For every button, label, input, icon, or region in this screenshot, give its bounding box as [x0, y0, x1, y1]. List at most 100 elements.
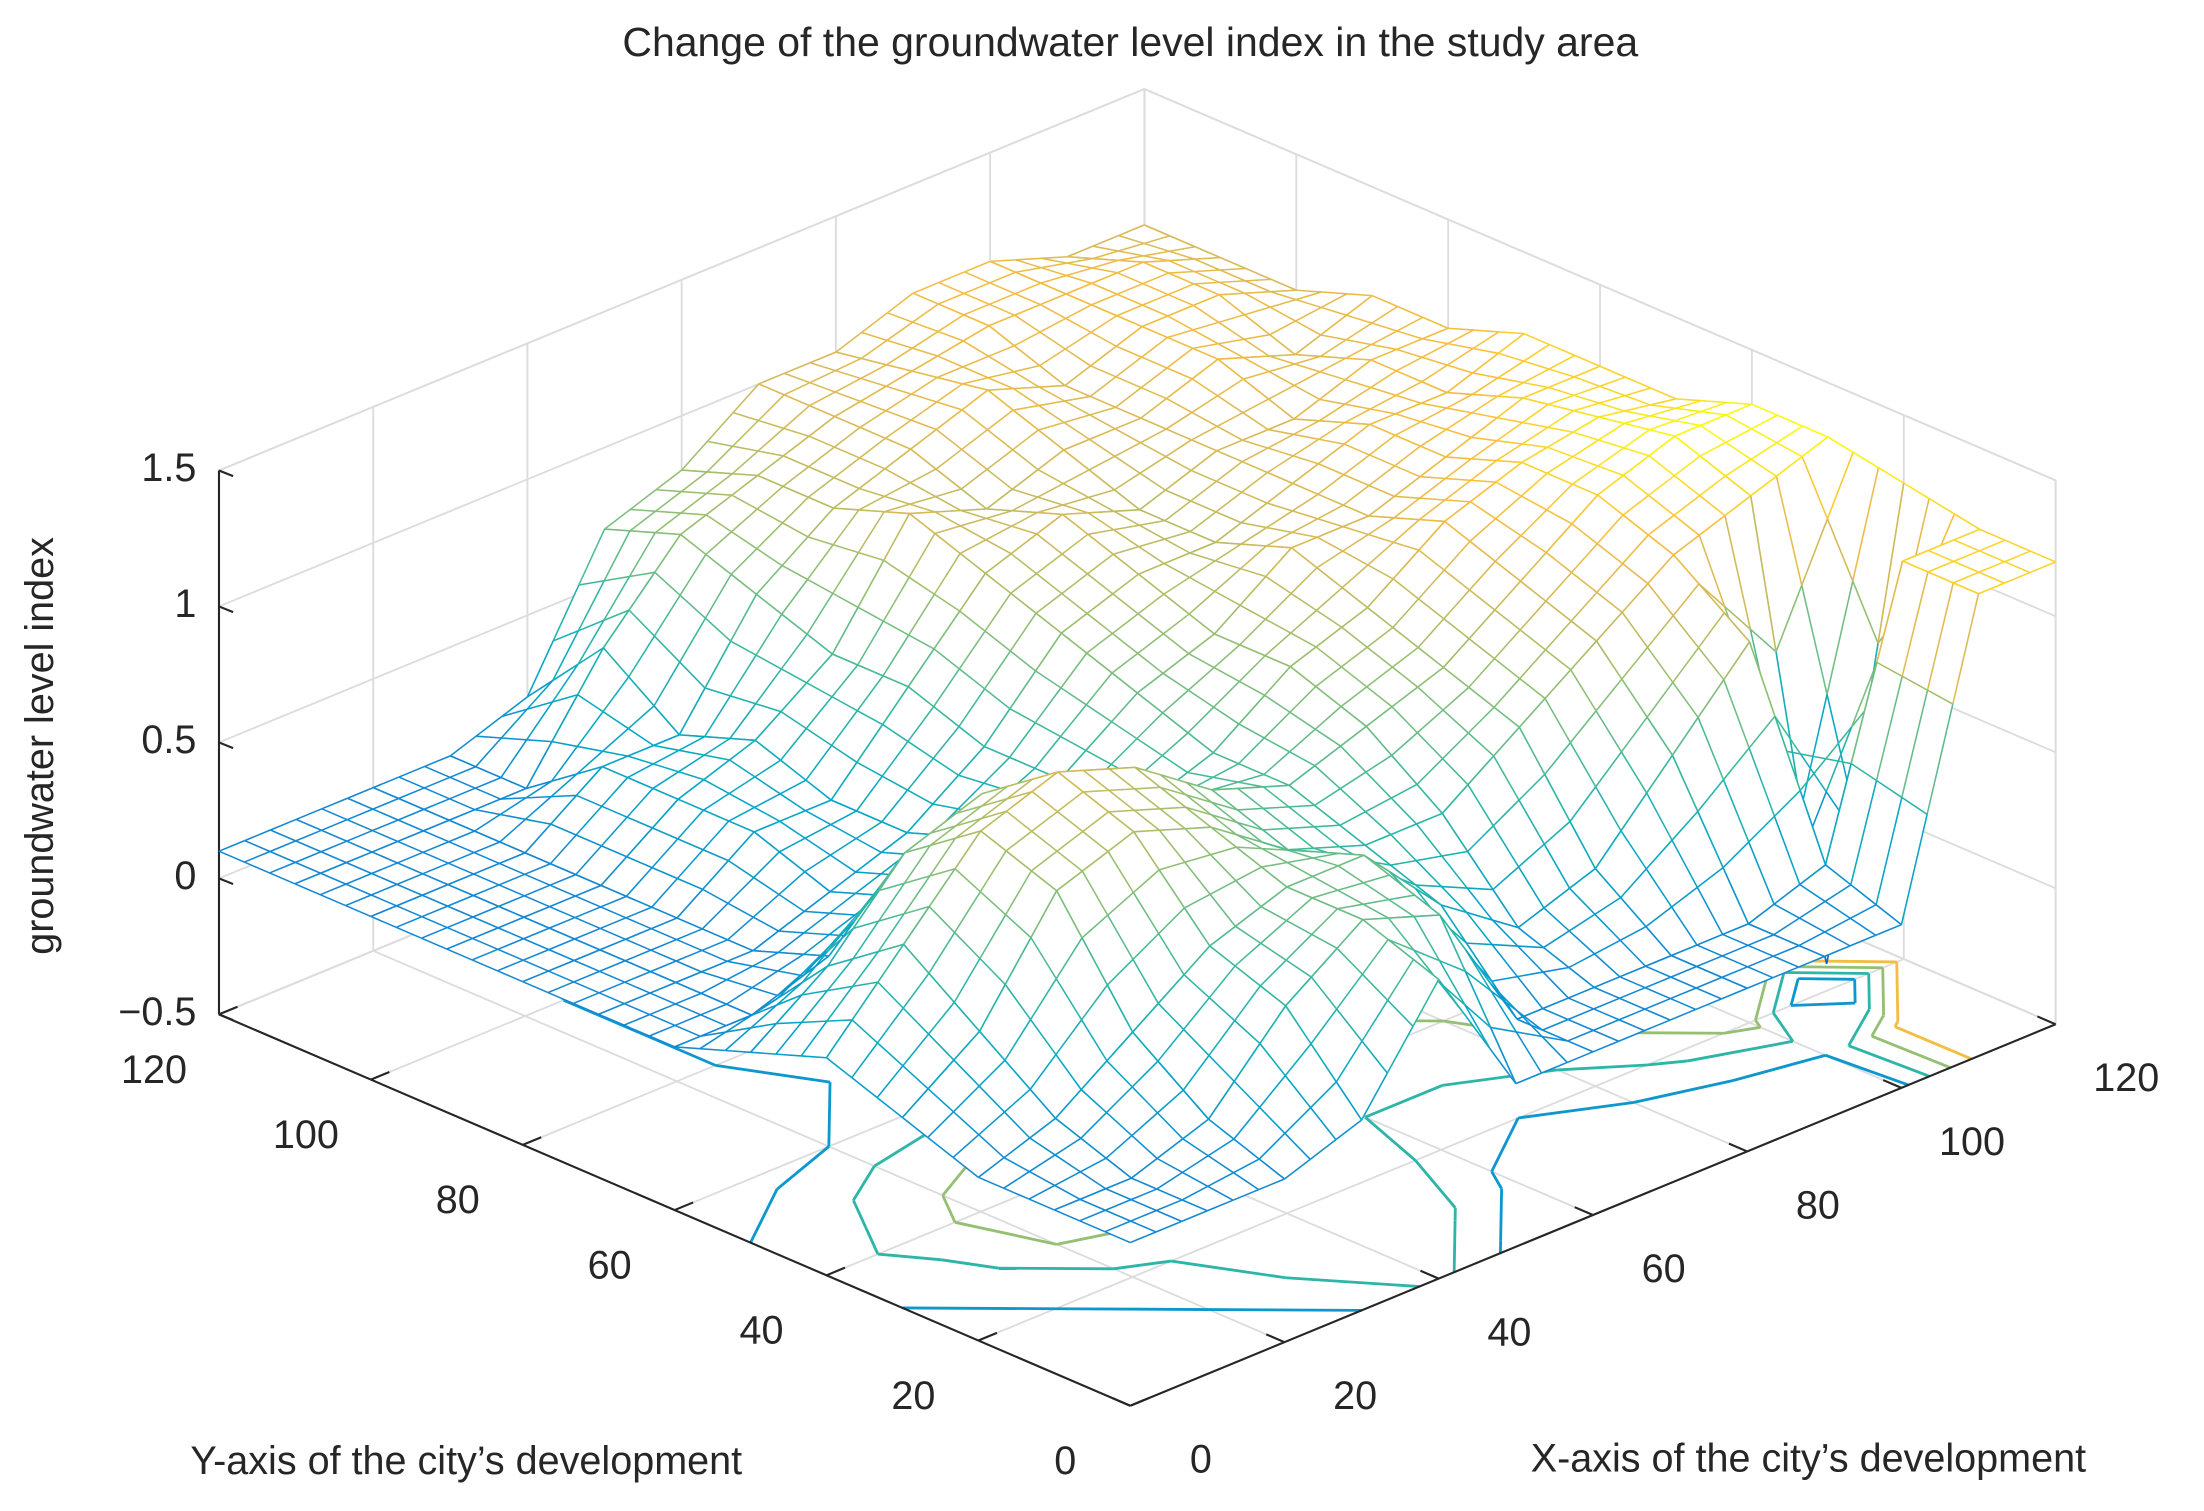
mesh-line — [1184, 861, 1211, 895]
mesh-line — [1800, 753, 1827, 760]
mesh-line — [1469, 481, 1497, 503]
mesh-line — [703, 792, 730, 811]
mesh-line — [705, 514, 732, 533]
mesh-line — [497, 959, 524, 972]
mesh-line — [675, 960, 702, 973]
mesh-line — [1210, 826, 1237, 836]
mesh-line — [1750, 458, 1777, 477]
mesh-line — [1648, 435, 1676, 457]
mesh-line — [1850, 904, 1877, 920]
mesh-line — [602, 727, 629, 752]
mesh-line — [1472, 393, 1498, 398]
mesh-line — [1598, 422, 1625, 441]
mesh-line — [1570, 543, 1598, 573]
mesh-line — [1030, 850, 1058, 872]
mesh-line — [989, 260, 1016, 273]
mesh-line — [1314, 765, 1341, 790]
mesh-line — [1118, 242, 1145, 252]
mesh-line — [1670, 976, 1697, 989]
mesh-line — [910, 401, 938, 421]
mesh-line — [1260, 886, 1288, 908]
mesh-line — [801, 965, 829, 984]
mesh-line — [1309, 1139, 1337, 1160]
mesh-line — [1219, 280, 1246, 284]
mesh-line — [1133, 829, 1160, 833]
y-tick — [674, 1201, 694, 1212]
mesh-line — [953, 958, 981, 1003]
mesh-line — [1342, 550, 1369, 566]
mesh-line — [1235, 925, 1262, 944]
mesh-line — [1235, 866, 1262, 882]
mesh-line — [1315, 626, 1343, 648]
mesh-line — [754, 711, 782, 741]
mesh-line — [1648, 494, 1675, 516]
mesh-line — [1545, 571, 1573, 602]
mesh-line — [1647, 583, 1674, 617]
mesh-line — [1442, 732, 1469, 760]
mesh-line — [731, 508, 758, 533]
mesh-line — [654, 534, 682, 573]
mesh-line — [1083, 789, 1109, 793]
mesh-line — [853, 886, 881, 923]
mesh-line — [1370, 359, 1397, 372]
mesh-line — [1237, 807, 1264, 811]
mesh-line — [1264, 694, 1291, 713]
mesh-line — [984, 650, 1012, 690]
mesh-line — [474, 813, 501, 832]
mesh-line — [909, 512, 936, 535]
mesh-line — [959, 539, 987, 555]
mesh-line — [1031, 830, 1058, 852]
contour-line — [1499, 1188, 1504, 1241]
mesh-line — [347, 797, 374, 810]
mesh-line — [679, 661, 706, 689]
mesh-line — [984, 630, 1011, 652]
mesh-line — [497, 916, 525, 929]
mesh-line — [1572, 439, 1599, 458]
mesh-line — [876, 1065, 904, 1099]
mesh-line — [1466, 942, 1493, 946]
mesh-line — [1594, 830, 1622, 870]
mesh-line — [1105, 1112, 1133, 1137]
mesh-line — [1163, 593, 1190, 615]
mesh-line — [807, 507, 835, 538]
mesh-line — [1445, 456, 1472, 460]
z-tick — [218, 1013, 234, 1022]
mesh-line — [758, 419, 784, 430]
mesh-line — [1262, 807, 1289, 829]
mesh-line — [1137, 633, 1164, 655]
mesh-line — [1143, 255, 1170, 262]
mesh-line — [319, 893, 346, 907]
mesh-line — [705, 494, 733, 516]
mesh-line — [1108, 768, 1136, 790]
mesh-line — [1546, 483, 1573, 511]
mesh-line — [370, 883, 398, 896]
mesh-line — [1169, 235, 1196, 248]
mesh-line — [1106, 958, 1134, 986]
mesh-line — [526, 701, 553, 711]
mesh-line — [878, 852, 906, 891]
mesh-line — [576, 750, 604, 775]
mesh-line — [1134, 786, 1161, 790]
mesh-line — [1927, 549, 1954, 563]
mesh-line — [523, 916, 550, 929]
mesh-line — [1337, 854, 1365, 867]
mesh-line — [1342, 533, 1369, 552]
mesh-line — [1162, 613, 1190, 635]
mesh-line — [1080, 984, 1108, 1021]
mesh-line — [937, 314, 965, 333]
mesh-line — [1366, 686, 1393, 708]
mesh-line — [1519, 552, 1547, 582]
mesh-line — [907, 740, 934, 760]
mesh-line — [601, 777, 629, 807]
mesh-line — [1421, 356, 1448, 366]
mesh-line — [1336, 919, 1364, 949]
mesh-line — [1340, 745, 1367, 773]
mesh-line — [655, 510, 681, 514]
mesh-line — [1265, 618, 1292, 634]
mesh-line — [1193, 270, 1220, 284]
mesh-line — [701, 971, 728, 981]
mesh-line — [600, 906, 627, 919]
mesh-line — [1597, 494, 1624, 516]
mesh-line — [858, 551, 885, 562]
mesh-line — [1371, 294, 1398, 308]
